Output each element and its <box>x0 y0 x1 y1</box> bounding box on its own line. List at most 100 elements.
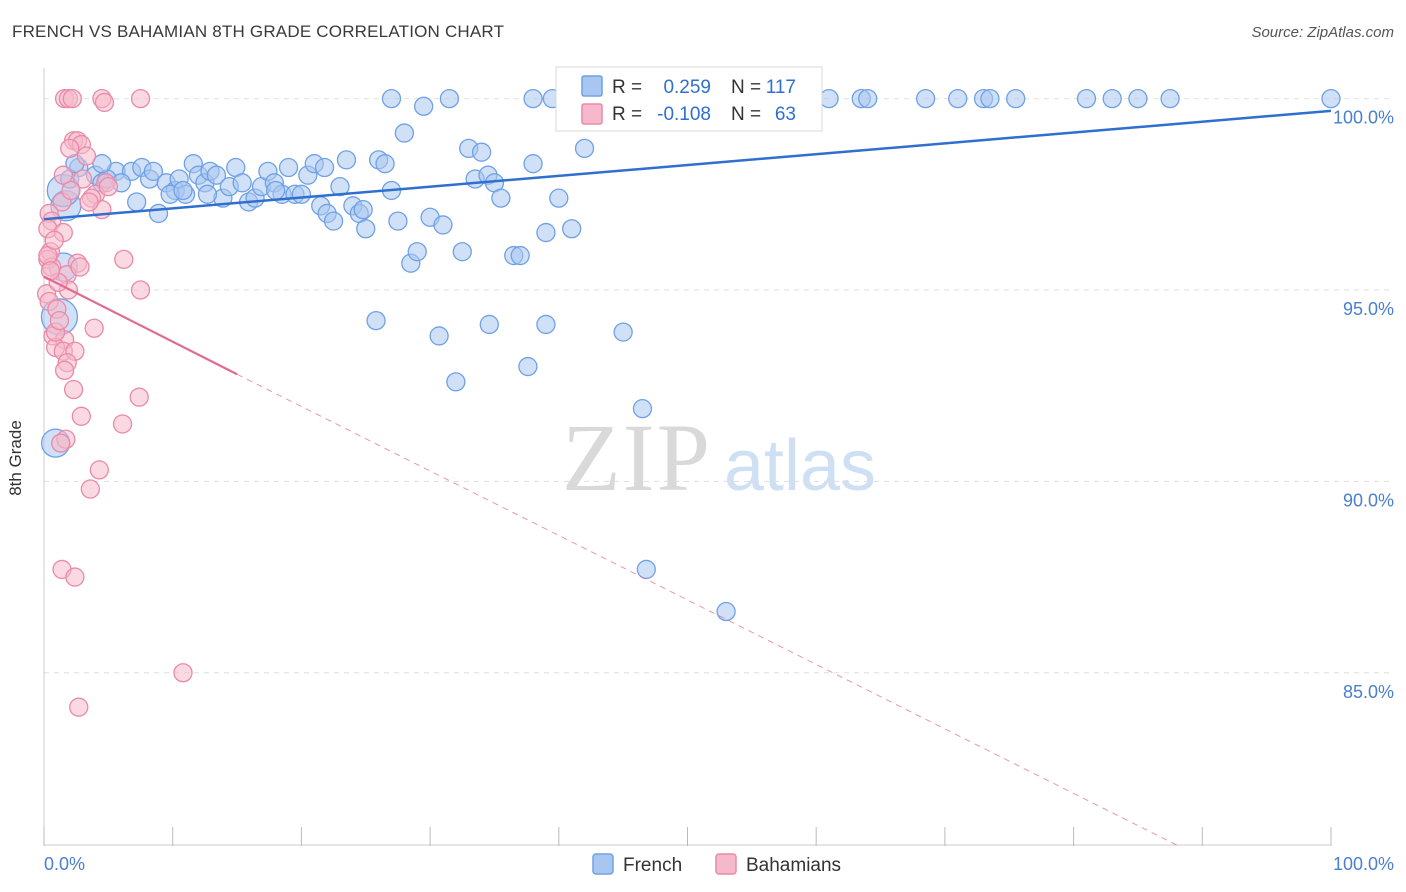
bahamians-r-label: R = <box>612 104 642 125</box>
y-tick-label-3: 100.0% <box>1333 108 1394 128</box>
french-point-23 <box>206 165 227 185</box>
x-tick-label-1: 100.0% <box>1333 854 1394 874</box>
french-point-72 <box>381 88 402 109</box>
french-point-66 <box>510 245 530 266</box>
bahamians-point-32 <box>84 318 104 338</box>
french-point-115 <box>266 180 286 201</box>
y-tick-label-2: 95.0% <box>1343 299 1394 319</box>
french-point-53 <box>407 242 427 262</box>
x-tick-label-0: 0.0% <box>44 854 85 874</box>
french-point-13 <box>143 161 164 181</box>
watermark-zip: ZIP <box>562 404 712 511</box>
french-point-68 <box>536 222 556 243</box>
legend-bahamians-swatch <box>715 853 737 875</box>
bahamians-point-39 <box>54 360 75 381</box>
french-point-34 <box>278 157 299 178</box>
french-point-54 <box>414 96 434 116</box>
french-point-27 <box>232 173 252 193</box>
bahamians-point-60 <box>49 310 70 331</box>
french-points <box>40 88 1341 622</box>
french-point-99 <box>479 314 499 335</box>
stats-legend: R = 0.259 N = 117 R = -0.108 N = 63 <box>555 66 823 132</box>
bahamians-point-49 <box>65 567 85 587</box>
french-r-label: R = <box>612 77 642 98</box>
bahamians-point-10 <box>76 146 97 166</box>
bahamians-n-value: 63 <box>775 104 796 125</box>
bahamians-point-51 <box>69 697 89 717</box>
bahamians-point-45 <box>51 433 71 453</box>
bahamians-point-56 <box>72 169 93 189</box>
bahamians-point-9 <box>60 138 80 159</box>
french-point-84 <box>819 88 839 109</box>
french-point-97 <box>366 310 386 331</box>
french-point-41 <box>323 211 344 231</box>
french-point-117 <box>353 199 373 220</box>
bottom-legend: French Bahamians <box>592 853 841 876</box>
french-point-104 <box>446 372 466 392</box>
french-point-98 <box>429 326 449 346</box>
chart-title: FRENCH VS BAHAMIAN 8TH GRADE CORRELATION… <box>12 22 505 41</box>
bahamians-point-41 <box>129 387 149 407</box>
french-point-46 <box>356 219 376 239</box>
watermark-atlas: atlas <box>724 426 876 506</box>
bahamians-r-value: -0.108 <box>657 104 711 125</box>
bahamians-point-42 <box>71 406 91 426</box>
french-point-116 <box>314 157 335 178</box>
french-point-105 <box>636 559 656 580</box>
bahamians-point-50 <box>173 663 193 683</box>
source-label: Source: ZipAtlas.com <box>1251 24 1394 41</box>
bahamians-point-58 <box>61 180 81 201</box>
legend-bahamians-label: Bahamians <box>746 855 841 876</box>
french-point-88 <box>948 88 968 109</box>
bahamians-point-28 <box>130 280 151 300</box>
bahamians-point-2 <box>62 88 82 109</box>
bahamians-points <box>36 88 193 717</box>
french-point-58 <box>452 242 472 262</box>
french-r-value: 0.259 <box>663 77 711 98</box>
y-tick-label-1: 90.0% <box>1343 490 1394 510</box>
french-trend-line <box>43 109 1332 221</box>
french-point-87 <box>915 88 936 109</box>
french-point-36 <box>291 184 312 204</box>
french-point-71 <box>574 138 595 159</box>
bahamians-point-61 <box>70 257 90 277</box>
french-point-103 <box>632 399 653 419</box>
bahamians-point-43 <box>112 414 133 434</box>
french-point-90 <box>980 88 1000 109</box>
french-point-96 <box>1321 88 1341 109</box>
french-point-101 <box>536 314 556 335</box>
french-point-73 <box>523 88 543 109</box>
french-point-57 <box>439 88 460 109</box>
french-point-48 <box>375 154 395 174</box>
french-point-43 <box>336 150 357 170</box>
french-point-56 <box>433 215 453 235</box>
bahamians-point-5 <box>94 92 115 113</box>
french-swatch <box>581 75 603 97</box>
french-point-102 <box>613 322 633 342</box>
french-point-91 <box>1006 88 1026 109</box>
french-point-110 <box>92 154 112 174</box>
bahamians-trend-line <box>43 275 238 376</box>
french-point-114 <box>197 184 218 204</box>
bahamians-point-40 <box>63 379 84 400</box>
legend-french-swatch <box>592 853 614 875</box>
french-point-100 <box>518 356 538 377</box>
french-point-61 <box>471 142 492 162</box>
bahamians-point-46 <box>89 460 109 480</box>
legend-french-label: French <box>623 855 682 876</box>
axes <box>43 68 1332 846</box>
french-point-95 <box>1160 88 1180 109</box>
french-point-92 <box>1076 88 1097 109</box>
french-point-67 <box>523 154 543 174</box>
bahamians-n-label: N = <box>731 104 761 125</box>
french-point-86 <box>858 88 878 109</box>
french-n-value: 117 <box>766 77 796 98</box>
french-point-51 <box>394 123 415 143</box>
bahamians-swatch <box>581 103 603 125</box>
french-point-10 <box>127 192 147 212</box>
french-point-94 <box>1128 88 1148 109</box>
trend-lines <box>43 109 1332 846</box>
french-point-69 <box>549 188 569 208</box>
french-point-42 <box>330 177 350 197</box>
